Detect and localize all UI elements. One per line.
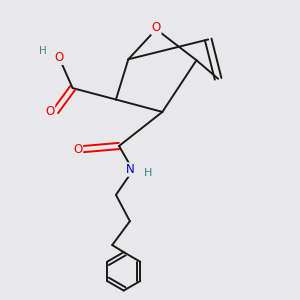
Text: H: H [144, 168, 152, 178]
Text: O: O [45, 105, 55, 118]
Text: O: O [73, 142, 83, 156]
Text: O: O [152, 21, 161, 34]
Text: O: O [54, 51, 63, 64]
Text: N: N [125, 163, 134, 176]
Text: H: H [39, 46, 47, 56]
